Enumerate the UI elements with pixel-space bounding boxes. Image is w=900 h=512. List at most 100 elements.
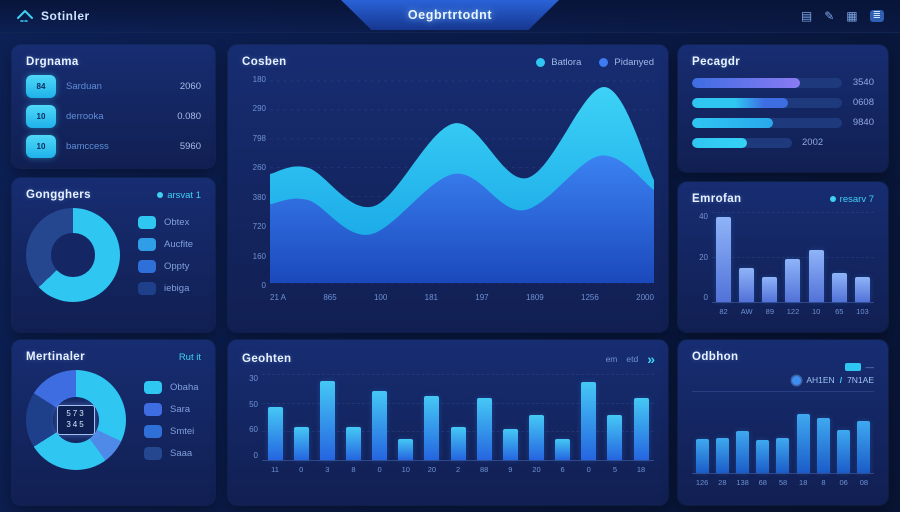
bar[interactable] — [854, 276, 870, 302]
bar[interactable] — [831, 273, 847, 302]
bar[interactable] — [785, 258, 801, 302]
bar-plot — [692, 397, 874, 474]
bar[interactable] — [715, 438, 729, 473]
bar[interactable] — [267, 406, 283, 460]
x-tick-label: 9 — [508, 465, 513, 474]
x-tick-label: 1809 — [525, 293, 544, 302]
header-bar: Sotinler Oegbrtrtodnt ▤ ✎ ▦ ≣ — [0, 0, 900, 33]
legend-row-series[interactable]: AH1EN / 7N1AE — [792, 375, 874, 385]
bar[interactable] — [796, 413, 810, 473]
legend-swatch-icon — [144, 380, 162, 394]
series1-dot-icon — [536, 57, 546, 67]
legend-item[interactable]: Sara — [144, 402, 199, 416]
list-icon[interactable]: ≣ — [869, 10, 884, 22]
file-icon[interactable]: ▤ — [800, 9, 813, 23]
bar[interactable] — [695, 438, 709, 473]
meta-label-b: etd — [626, 354, 639, 364]
legend-swatch-label: — — [865, 362, 875, 372]
y-tick-label: 30 — [249, 374, 258, 383]
y-tick-label: 40 — [699, 212, 708, 221]
stat-value: 5960 — [179, 141, 201, 152]
stat-label: derrooka — [66, 111, 104, 122]
bar[interactable] — [398, 438, 414, 460]
area-legend: Batlora Pidanyed — [536, 57, 654, 68]
y-tick-label: 0 — [703, 293, 708, 302]
y-tick-label: 60 — [249, 425, 258, 435]
progress-fill — [692, 77, 800, 88]
main-bar-chart: 30 50 60 0 11 0 3 8 0 10 20 2 88 9 20 6 0 5 18 — [242, 374, 654, 474]
legend-item[interactable]: Obtex — [138, 215, 193, 229]
legend-swatch-icon — [844, 363, 861, 371]
legend-item[interactable]: iebiga — [138, 281, 193, 295]
legend-label: Oppty — [164, 260, 190, 272]
x-tick-label: 10 — [401, 465, 410, 474]
bar[interactable] — [776, 438, 790, 473]
bar[interactable] — [528, 415, 544, 460]
x-tick-label: 68 — [758, 478, 767, 487]
bar[interactable] — [756, 439, 770, 473]
stat-value: 0.080 — [177, 111, 201, 122]
stat-icon[interactable]: 10 — [26, 135, 56, 158]
stat-icon[interactable]: 10 — [26, 105, 56, 128]
x-tick-label: 181 — [424, 293, 438, 302]
bar[interactable] — [736, 431, 750, 473]
bar[interactable] — [762, 276, 778, 302]
bar[interactable] — [607, 415, 623, 460]
legend-item-series2[interactable]: Pidanyed — [599, 57, 654, 68]
area-chart[interactable] — [270, 75, 654, 290]
progress-track — [692, 137, 792, 148]
x-tick-label: 82 — [719, 307, 728, 316]
legend-item[interactable]: Oppty — [138, 259, 193, 273]
progress-row: 0608 — [692, 97, 874, 108]
apps-icon[interactable]: ▦ — [846, 9, 858, 23]
side-bars-legend[interactable]: resarv 7 — [829, 193, 874, 205]
legend-item[interactable]: Aucfite — [138, 237, 193, 251]
bar[interactable] — [716, 216, 732, 302]
bar[interactable] — [555, 439, 571, 460]
legend-item[interactable]: Obaha — [144, 380, 199, 394]
bar[interactable] — [502, 429, 518, 460]
app-logo[interactable]: Sotinler — [16, 9, 90, 23]
bar[interactable] — [345, 427, 361, 460]
legend-row-swatch[interactable]: — — [844, 362, 875, 372]
stat-label: bamccess — [66, 141, 109, 152]
bar[interactable] — [476, 398, 492, 460]
legend-item[interactable]: Smtei — [144, 424, 199, 438]
side-bars-legend-label: resarv 7 — [839, 193, 874, 205]
bar[interactable] — [816, 418, 830, 473]
x-tick-label: 122 — [786, 307, 800, 316]
bar[interactable] — [633, 398, 649, 460]
legend-label: Obaha — [170, 381, 199, 393]
donut-legend: Obtex Aucfite Oppty iebiga — [138, 215, 193, 295]
bar[interactable] — [739, 267, 755, 302]
legend-label-a: AH1EN — [806, 375, 835, 385]
legend-item[interactable]: Saaa — [144, 446, 199, 460]
x-tick-label: 0 — [377, 465, 382, 474]
stat-icon[interactable]: 84 — [26, 75, 56, 98]
meter-donut-chart[interactable]: 573 345 — [26, 370, 126, 470]
progress-fill — [692, 117, 773, 128]
bar[interactable] — [372, 391, 388, 460]
bar[interactable] — [837, 429, 851, 473]
donut-chart[interactable] — [26, 208, 120, 302]
bar[interactable] — [450, 427, 466, 460]
bar[interactable] — [581, 381, 597, 460]
x-tick-label: 8 — [351, 465, 356, 474]
donut-panel-link[interactable]: arsvat 1 — [157, 190, 201, 201]
meter-panel-link[interactable]: Rut it — [179, 352, 201, 363]
expand-chevrons-icon[interactable]: » — [647, 351, 655, 367]
stat-label: Sarduan — [66, 81, 102, 92]
bar[interactable] — [424, 395, 440, 460]
bar[interactable] — [319, 380, 335, 460]
edit-icon[interactable]: ✎ — [824, 9, 835, 23]
bar[interactable] — [808, 249, 824, 302]
bottom-right-bar-chart: 126 28 138 68 58 18 8 06 08 — [692, 397, 874, 487]
progress-value: 3540 — [852, 77, 874, 88]
progress-value: 0608 — [852, 97, 874, 108]
bar[interactable] — [293, 427, 309, 460]
x-tick-label: 20 — [427, 465, 437, 474]
progress-row: 9840 — [692, 117, 874, 128]
bar[interactable] — [857, 421, 871, 473]
legend-item-series1[interactable]: Batlora — [536, 57, 581, 68]
panel-donut: Gongghers arsvat 1 Obtex Aucfite Oppty iebi… — [12, 178, 215, 332]
